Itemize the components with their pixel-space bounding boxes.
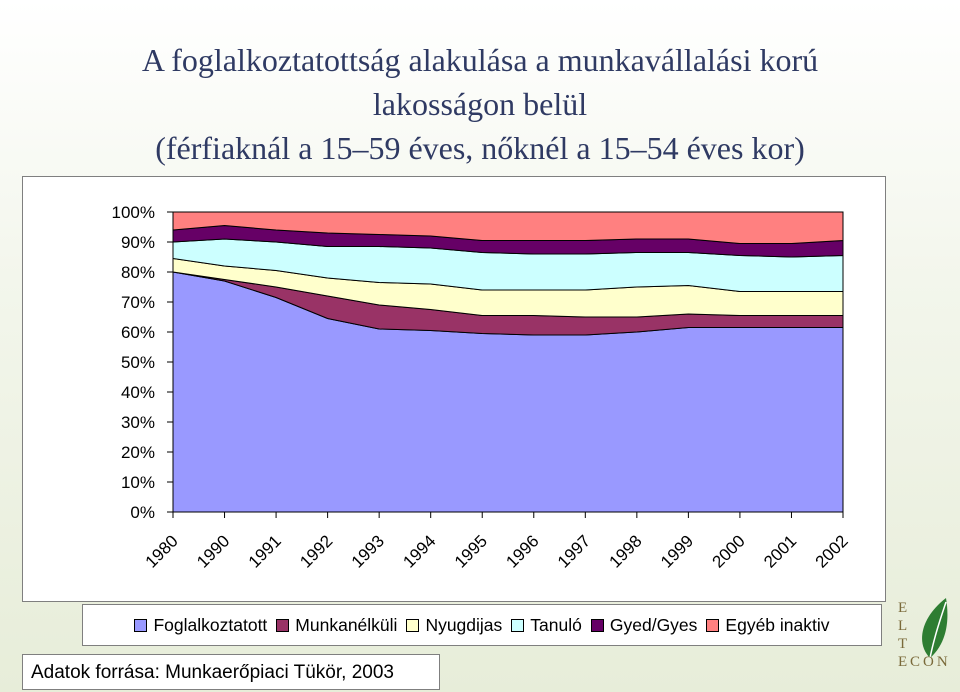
legend-label-foglalkoztatott: Foglalkoztatott xyxy=(153,614,268,635)
logo-letter-2: L xyxy=(898,618,908,634)
x-tick-label: 1996 xyxy=(502,531,542,571)
title-line-3: (férfiaknál a 15–59 éves, nőknél a 15–54… xyxy=(155,130,805,166)
legend-item-foglalkoztatott: Foglalkoztatott xyxy=(134,615,267,636)
legend: Foglalkoztatott Munkanélküli Nyugdijas T… xyxy=(82,604,882,646)
legend-swatch-foglalkoztatott xyxy=(134,618,148,632)
x-tick-label: 1998 xyxy=(605,531,645,571)
y-tick-label: 80% xyxy=(121,263,155,282)
x-tick-label: 1994 xyxy=(399,531,439,571)
y-tick-label: 0% xyxy=(130,503,155,522)
x-tick-label: 2002 xyxy=(812,531,852,571)
x-tick-label: 1997 xyxy=(554,531,594,571)
elte-econ-logo: E L T E CON xyxy=(890,592,956,678)
legend-swatch-munkanelkuli xyxy=(276,618,290,632)
legend-item-munkanelkuli: Munkanélküli xyxy=(276,615,397,636)
x-tick-label: 2000 xyxy=(709,531,749,571)
x-tick-label: 1980 xyxy=(142,531,182,571)
legend-item-egyeb-inaktiv: Egyéb inaktiv xyxy=(706,614,830,636)
y-tick-label: 100% xyxy=(112,203,155,222)
y-tick-label: 50% xyxy=(121,353,155,372)
logo-letter-3: T xyxy=(898,636,908,652)
x-tick-label: 1990 xyxy=(193,531,233,571)
area-egyeb-inaktiv xyxy=(172,211,844,244)
chart-title: A foglalkoztatottság alakulása a munkavá… xyxy=(40,38,920,170)
leaf-icon xyxy=(922,598,948,659)
y-tick-label: 60% xyxy=(121,323,155,342)
legend-item-gyed-gyes: Gyed/Gyes xyxy=(590,614,698,636)
x-tick-label: 1993 xyxy=(348,531,388,571)
legend-label-nyugdijas: Nyugdijas xyxy=(425,614,503,635)
x-tick-label: 1991 xyxy=(245,531,285,571)
source-note: Adatok forrása: Munkaerőpiaci Tükör, 200… xyxy=(22,654,440,690)
y-tick-label: 30% xyxy=(121,413,155,432)
legend-swatch-gyed-gyes xyxy=(590,618,604,632)
y-tick-label: 10% xyxy=(121,473,155,492)
y-tick-label: 20% xyxy=(121,443,155,462)
logo-letter-4: E xyxy=(898,654,908,670)
x-tick-label: 2001 xyxy=(760,531,800,571)
y-tick-label: 90% xyxy=(121,233,155,252)
logo-letter-5: CON xyxy=(910,654,951,670)
title-line-1: A foglalkoztatottság alakulása a munkavá… xyxy=(141,42,819,78)
legend-label-egyeb-inaktiv: Egyéb inaktiv xyxy=(725,614,830,635)
chart-area: 0% 10% 20% 30% 40% 50% 60% 70% 80% 90% 100% 1980 199… xyxy=(22,176,886,602)
legend-item-nyugdijas: Nyugdijas xyxy=(406,615,502,636)
legend-label-munkanelkuli: Munkanélküli xyxy=(295,614,398,635)
x-tick-label: 1995 xyxy=(451,531,491,571)
legend-swatch-egyeb-inaktiv xyxy=(706,618,720,632)
legend-label-gyed-gyes: Gyed/Gyes xyxy=(609,614,698,635)
logo-letter-1: E xyxy=(898,600,908,616)
x-tick-label: 1999 xyxy=(657,531,697,571)
stacked-area-chart: 0% 10% 20% 30% 40% 50% 60% 70% 80% 90% 100% 1980 199… xyxy=(112,203,852,572)
legend-swatch-tanulo xyxy=(511,618,525,632)
x-tick-label: 1992 xyxy=(296,531,336,571)
legend-item-tanulo: Tanuló xyxy=(511,615,582,636)
y-tick-label: 70% xyxy=(121,293,155,312)
title-line-2: lakosságon belül xyxy=(372,86,588,122)
legend-label-tanulo: Tanuló xyxy=(530,614,582,635)
y-tick-label: 40% xyxy=(121,383,155,402)
legend-swatch-nyugdijas xyxy=(406,618,420,632)
